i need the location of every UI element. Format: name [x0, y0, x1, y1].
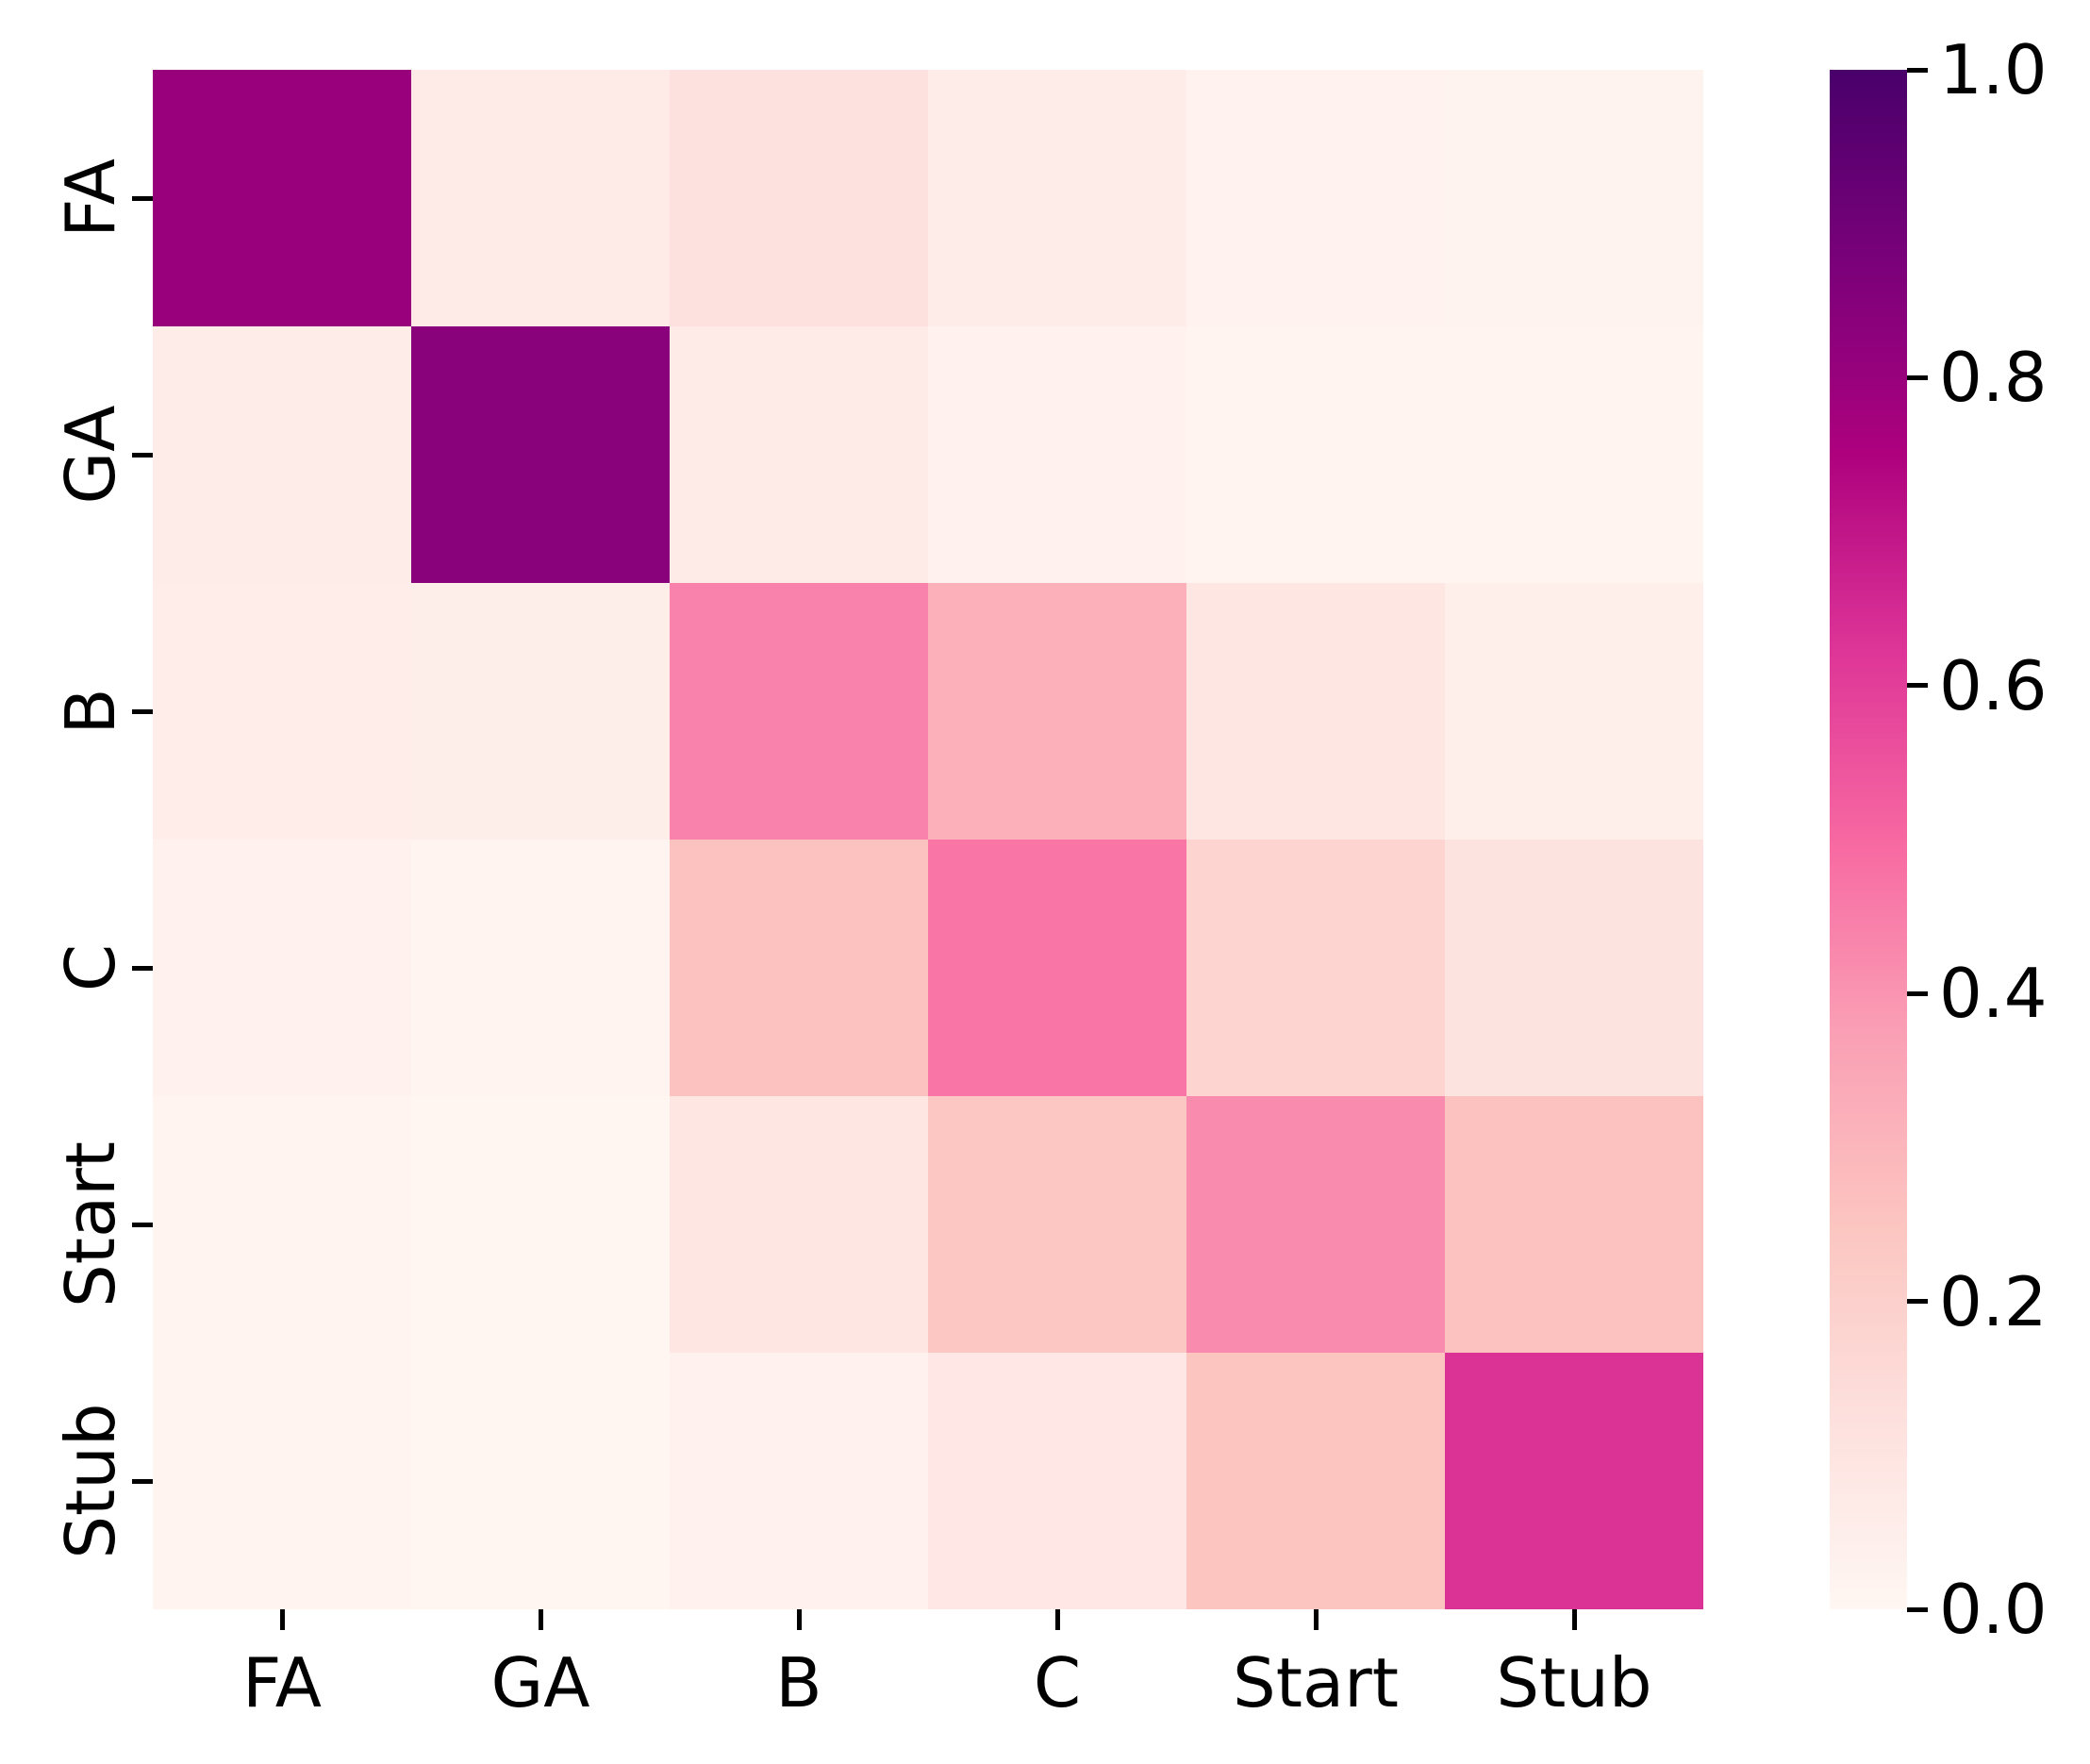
- y-axis-tick: [132, 708, 153, 714]
- x-axis-tick: [279, 1609, 285, 1630]
- heatmap-cell-Stub-C: [928, 1353, 1186, 1609]
- heatmap-cell-C-B: [670, 840, 928, 1096]
- colorbar-tick-label: 1.0: [1939, 30, 2048, 109]
- heatmap-cell-GA-B: [670, 326, 928, 583]
- y-axis-tick: [132, 452, 153, 458]
- heatmap-cell-GA-FA: [153, 326, 411, 583]
- x-axis-tick: [1054, 1609, 1060, 1630]
- heatmap-cell-FA-Start: [1186, 70, 1445, 326]
- y-axis-tick-label: FA: [51, 158, 130, 239]
- heatmap-cell-C-Start: [1186, 840, 1445, 1096]
- heatmap-cell-FA-C: [928, 70, 1186, 326]
- y-axis-tick: [132, 1478, 153, 1484]
- x-axis-tick-label: Start: [1233, 1643, 1399, 1722]
- colorbar-tick: [1907, 1606, 1928, 1612]
- y-axis-tick-label: Start: [51, 1141, 130, 1307]
- heatmap-cell-GA-C: [928, 326, 1186, 583]
- y-axis-tick-label: GA: [51, 405, 130, 505]
- x-axis-tick-label: C: [1033, 1643, 1082, 1722]
- heatmap-cell-Stub-FA: [153, 1353, 411, 1609]
- x-axis-tick-label: FA: [241, 1643, 323, 1722]
- y-axis-tick-label: C: [51, 943, 130, 992]
- heatmap-cell-Stub-Start: [1186, 1353, 1445, 1609]
- heatmap-cell-C-C: [928, 840, 1186, 1096]
- heatmap-cell-GA-GA: [411, 326, 670, 583]
- heatmap-cell-B-GA: [411, 583, 670, 840]
- heatmap-cell-B-Start: [1186, 583, 1445, 840]
- heatmap-plot-area: [153, 70, 1703, 1609]
- heatmap-cell-Start-C: [928, 1096, 1186, 1353]
- heatmap-cell-FA-GA: [411, 70, 670, 326]
- colorbar-tick: [1907, 374, 1928, 380]
- y-axis-tick: [132, 965, 153, 971]
- heatmap-cell-Start-Start: [1186, 1096, 1445, 1353]
- heatmap-cell-GA-Stub: [1445, 326, 1703, 583]
- colorbar-tick-label: 0.8: [1939, 338, 2048, 418]
- heatmap-cell-GA-Start: [1186, 326, 1445, 583]
- x-axis-tick: [538, 1609, 543, 1630]
- heatmap-cell-C-Stub: [1445, 840, 1703, 1096]
- x-axis-tick: [1571, 1609, 1577, 1630]
- heatmap-cell-Start-FA: [153, 1096, 411, 1353]
- colorbar: [1830, 70, 1907, 1609]
- heatmap-cell-B-Stub: [1445, 583, 1703, 840]
- heatmap-cell-Start-GA: [411, 1096, 670, 1353]
- heatmap-cell-B-FA: [153, 583, 411, 840]
- heatmap-cell-C-GA: [411, 840, 670, 1096]
- x-axis-tick: [1313, 1609, 1319, 1630]
- y-axis-tick: [132, 1222, 153, 1227]
- colorbar-tick-label: 0.6: [1939, 645, 2048, 725]
- heatmap-cell-Stub-GA: [411, 1353, 670, 1609]
- heatmap-cell-B-B: [670, 583, 928, 840]
- colorbar-tick: [1907, 683, 1928, 689]
- colorbar-tick: [1907, 67, 1928, 73]
- heatmap-cell-FA-B: [670, 70, 928, 326]
- colorbar-tick: [1907, 990, 1928, 996]
- colorbar-tick: [1907, 1299, 1928, 1305]
- colorbar-tick-label: 0.4: [1939, 954, 2048, 1034]
- heatmap-cell-Stub-B: [670, 1353, 928, 1609]
- y-axis-tick-label: Stub: [51, 1403, 130, 1559]
- x-axis-tick-label: B: [775, 1643, 822, 1722]
- heatmap-cell-Start-B: [670, 1096, 928, 1353]
- heatmap-cell-FA-Stub: [1445, 70, 1703, 326]
- heatmap-cell-Stub-Stub: [1445, 1353, 1703, 1609]
- y-axis-tick: [132, 195, 153, 201]
- heatmap-cell-C-FA: [153, 840, 411, 1096]
- y-axis-tick-label: B: [51, 688, 130, 735]
- x-axis-tick-label: Stub: [1496, 1643, 1652, 1722]
- colorbar-tick-label: 0.0: [1939, 1570, 2048, 1649]
- heatmap-cell-FA-FA: [153, 70, 411, 326]
- x-axis-tick-label: GA: [490, 1643, 590, 1722]
- heatmap-cell-Start-Stub: [1445, 1096, 1703, 1353]
- colorbar-tick-label: 0.2: [1939, 1261, 2048, 1341]
- x-axis-tick: [796, 1609, 802, 1630]
- heatmap-cell-B-C: [928, 583, 1186, 840]
